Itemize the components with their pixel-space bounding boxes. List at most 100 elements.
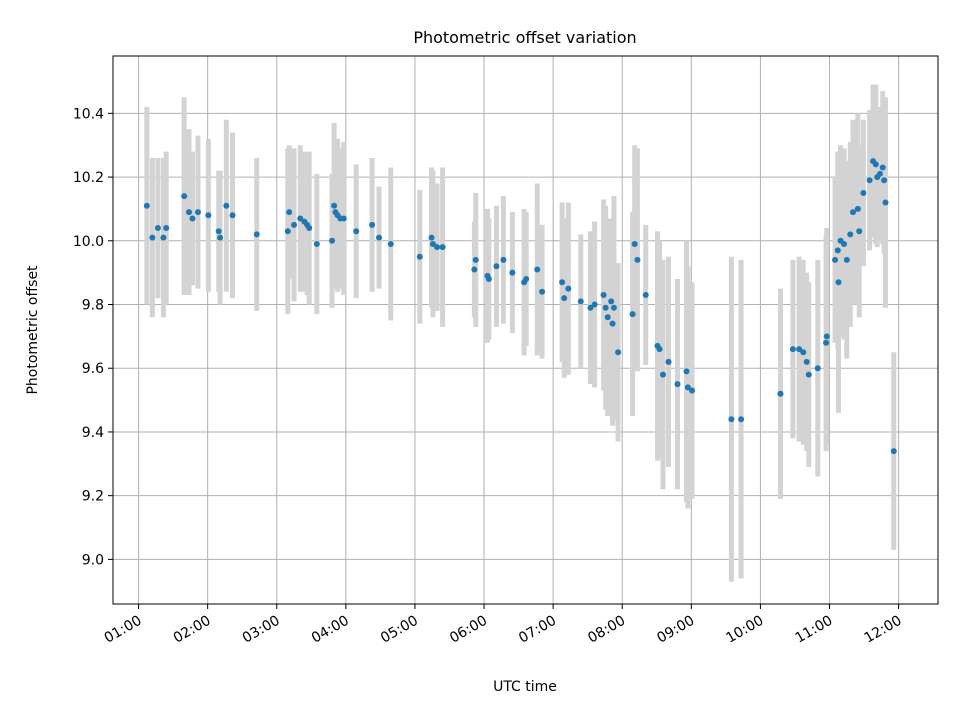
data-point	[890, 448, 897, 455]
data-point	[387, 240, 394, 247]
y-axis-label: Photometric offset	[25, 265, 41, 395]
data-point	[665, 358, 672, 365]
data-point	[284, 228, 291, 235]
y-tick-label: 9.0	[82, 552, 104, 568]
data-point	[291, 221, 298, 228]
data-point	[500, 256, 507, 263]
data-point	[634, 256, 641, 263]
x-axis-label: UTC time	[493, 679, 557, 695]
data-point	[832, 256, 839, 263]
y-tick-label: 9.2	[82, 489, 104, 505]
data-point	[163, 225, 170, 232]
data-point	[872, 161, 879, 168]
data-point	[587, 304, 594, 311]
data-point	[841, 240, 848, 247]
data-point	[329, 237, 336, 244]
data-point	[789, 346, 796, 353]
y-tick-label: 10.2	[73, 170, 104, 186]
data-point	[331, 202, 338, 209]
data-point	[340, 215, 347, 222]
data-point	[660, 371, 666, 378]
data-point	[823, 339, 830, 346]
data-point	[485, 276, 492, 283]
data-point	[523, 276, 530, 283]
data-point	[561, 295, 568, 302]
data-point	[565, 285, 572, 292]
data-point	[313, 240, 320, 247]
data-point	[509, 269, 516, 276]
data-point	[800, 349, 807, 356]
data-point	[796, 346, 803, 353]
data-point	[604, 314, 611, 321]
data-point	[610, 304, 617, 311]
y-tick-label: 10.0	[73, 234, 104, 250]
data-point	[854, 205, 861, 212]
data-point	[738, 416, 745, 423]
data-point	[577, 298, 584, 305]
data-point	[608, 298, 615, 305]
data-point	[602, 304, 609, 311]
y-tick-label: 9.6	[82, 361, 104, 377]
data-point	[656, 346, 663, 353]
data-point	[728, 416, 735, 423]
data-point	[353, 228, 360, 235]
data-point	[629, 311, 636, 318]
data-point	[534, 266, 541, 273]
data-point	[472, 256, 479, 263]
data-point	[881, 177, 888, 184]
grid-layer	[113, 56, 938, 604]
data-point	[205, 212, 212, 219]
data-point	[835, 279, 842, 286]
data-point	[642, 291, 649, 298]
data-point	[376, 234, 383, 241]
data-point	[416, 253, 423, 260]
data-point	[856, 228, 863, 235]
data-point	[306, 225, 313, 232]
y-tick-label: 9.8	[82, 298, 104, 314]
data-point	[777, 390, 784, 397]
data-point	[143, 202, 150, 209]
data-point	[194, 209, 201, 216]
point-layer	[143, 158, 897, 455]
data-point	[631, 240, 638, 247]
data-point	[600, 291, 607, 298]
data-point	[471, 266, 478, 273]
data-point	[149, 234, 156, 241]
data-point	[805, 371, 812, 378]
data-point	[803, 358, 810, 365]
data-point	[434, 244, 441, 251]
data-point	[253, 231, 260, 238]
chart-title: Photometric offset variation	[413, 28, 636, 47]
data-point	[217, 234, 224, 241]
data-point	[860, 190, 867, 196]
data-point	[223, 202, 230, 209]
data-point	[428, 234, 435, 241]
plot-frame	[112, 55, 939, 605]
data-point	[559, 279, 566, 286]
data-point	[866, 177, 873, 184]
data-point	[882, 199, 889, 206]
y-tick-label: 10.4	[73, 106, 104, 122]
data-point	[186, 209, 193, 216]
data-point	[847, 231, 854, 238]
data-point	[160, 234, 167, 241]
data-point	[814, 365, 821, 372]
data-point	[683, 368, 690, 375]
data-point	[834, 247, 841, 254]
data-point	[154, 225, 161, 232]
data-point	[591, 301, 598, 308]
data-point	[876, 170, 883, 177]
y-tick-label: 9.4	[82, 425, 104, 441]
data-point	[229, 212, 236, 219]
data-point	[615, 349, 622, 356]
data-point	[493, 263, 500, 270]
data-point	[429, 240, 436, 247]
data-point	[850, 209, 857, 216]
data-point	[689, 387, 696, 394]
data-point	[674, 381, 681, 388]
data-point	[609, 320, 616, 327]
data-point	[439, 244, 446, 251]
data-point	[286, 209, 293, 216]
data-point	[297, 215, 304, 222]
